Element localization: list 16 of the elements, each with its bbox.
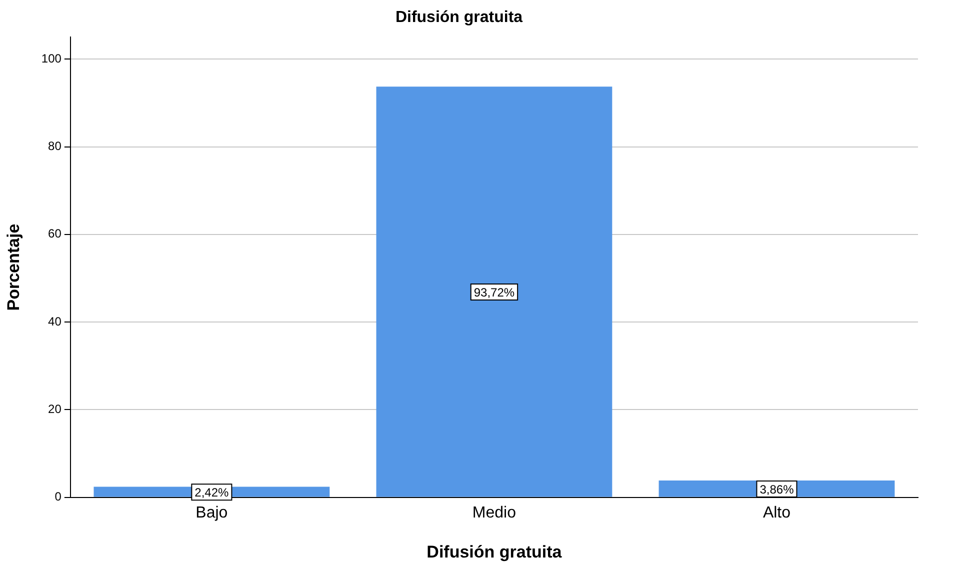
y-tick-label: 0 (54, 490, 62, 504)
y-tick-label: 80 (48, 139, 62, 154)
x-tick-label: Medio (472, 504, 516, 522)
y-tick-label: 100 (41, 51, 62, 66)
x-axis-title: Difusión gratuita (426, 542, 562, 562)
data-label: 3,86% (760, 482, 794, 496)
x-tick-label: Alto (762, 504, 791, 522)
bar (376, 86, 612, 497)
y-tick-label: 60 (48, 226, 62, 241)
data-label: 93,72% (474, 285, 515, 300)
data-label: 2,42% (194, 485, 230, 500)
y-tick-label: 20 (48, 402, 62, 416)
y-tick-label: 40 (48, 314, 62, 328)
y-axis-title: Porcentaje (4, 224, 23, 311)
chart-title: Difusión gratuita (395, 9, 523, 26)
x-tick-label: Bajo (196, 504, 228, 522)
